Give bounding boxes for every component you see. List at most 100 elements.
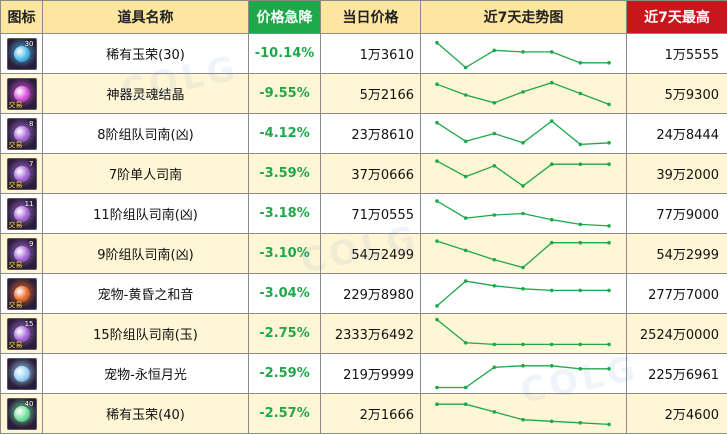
item-7day-high: 277万7000	[626, 273, 727, 314]
item-price-drop: -9.55%	[248, 73, 321, 114]
trend-sparkline	[435, 239, 611, 270]
compass-icon: 15 交易	[6, 317, 37, 350]
trend-point	[435, 199, 439, 203]
trend-sparkline	[435, 159, 611, 188]
item-price-drop: -2.57%	[248, 393, 321, 434]
trend-point	[549, 342, 554, 347]
item-icon-cell: 40	[0, 393, 43, 434]
item-7day-high: 54万2999	[626, 233, 727, 274]
item-name[interactable]: 11阶组队司南(凶)	[42, 193, 249, 234]
trend-point	[435, 82, 439, 86]
trend-sparkline	[435, 402, 611, 427]
trend-point	[549, 50, 554, 54]
trend-point	[435, 120, 439, 125]
trend-point	[578, 142, 583, 147]
compass-icon: 11 交易	[6, 197, 37, 230]
trend-point	[521, 417, 525, 422]
header-icon: 图标	[0, 0, 43, 34]
tradeable-badge: 交易	[8, 100, 23, 109]
trend-point	[463, 139, 468, 144]
item-today-price: 219万9999	[320, 353, 421, 394]
trend-point	[549, 288, 554, 293]
item-today-price: 23万8610	[320, 113, 421, 154]
table-row[interactable]: 40 稀有玉荣(40) -2.57% 2万1666 2万4600	[0, 393, 727, 434]
item-name[interactable]: 8阶组队司南(凶)	[42, 113, 249, 154]
table-row[interactable]: 30 稀有玉荣(30) -10.14% 1万3610 1万5555	[0, 33, 727, 74]
trend-point	[492, 213, 497, 217]
pet-moonlight-icon	[6, 357, 37, 390]
item-today-price: 1万3610	[320, 33, 421, 74]
table-row[interactable]: 11 交易 11阶组队司南(凶) -3.18% 71万0555 77万9000	[0, 193, 727, 234]
trend-point	[549, 419, 554, 424]
tradeable-badge: 交易	[8, 340, 23, 349]
trend-sparkline	[435, 119, 611, 147]
item-name[interactable]: 7阶单人司南	[42, 153, 249, 194]
item-level-badge: 40	[24, 399, 34, 408]
item-price-drop: -2.59%	[248, 353, 321, 394]
header-drop[interactable]: 价格急降	[248, 0, 321, 34]
table-body: 30 稀有玉荣(30) -10.14% 1万3610 1万5555 交易 神器灵魂结晶 -9.…	[0, 33, 727, 434]
trend-point	[492, 342, 497, 347]
item-level-badge: 30	[24, 39, 34, 48]
trend-point	[492, 365, 497, 370]
trend-sparkline	[435, 364, 611, 390]
item-7day-high: 24万8444	[626, 113, 727, 154]
item-level-badge: 7	[29, 159, 34, 168]
item-7day-high: 5万9300	[626, 73, 727, 114]
item-icon-cell: 30	[0, 33, 43, 74]
header-price[interactable]: 当日价格	[320, 0, 421, 34]
trend-point	[463, 341, 468, 345]
item-7day-high: 2524万0000	[626, 313, 727, 354]
item-price-drop: -2.75%	[248, 313, 321, 354]
table-row[interactable]: 8 交易 8阶组队司南(凶) -4.12% 23万8610 24万8444	[0, 113, 727, 154]
trend-point	[578, 288, 583, 293]
trend-sparkline	[435, 279, 611, 308]
table-row[interactable]: 7 交易 7阶单人司南 -3.59% 37万0666 39万2000	[0, 153, 727, 194]
table-row[interactable]: 交易 宠物-黄昏之和音 -3.04% 229万8980 277万7000	[0, 273, 727, 314]
item-name[interactable]: 神器灵魂结晶	[42, 73, 249, 114]
trend-point	[463, 65, 468, 70]
item-gem-shape	[13, 45, 30, 62]
trend-point	[549, 80, 554, 85]
trend-point	[607, 342, 611, 347]
trend-point	[607, 240, 611, 245]
item-name[interactable]: 稀有玉荣(30)	[42, 33, 249, 74]
trend-point	[578, 421, 583, 425]
item-7day-high: 225万6961	[626, 353, 727, 394]
trend-point	[521, 342, 525, 347]
item-today-price: 229万8980	[320, 273, 421, 314]
trend-line	[436, 42, 609, 69]
tradeable-badge: 交易	[8, 140, 23, 149]
item-trend-cell	[420, 273, 627, 314]
table-row[interactable]: 宠物-永恒月光 -2.59% 219万9999 225万6961	[0, 353, 727, 394]
item-icon-cell: 交易	[0, 273, 43, 314]
table-row[interactable]: 交易 神器灵魂结晶 -9.55% 5万2166 5万9300	[0, 73, 727, 114]
trend-point	[521, 90, 525, 94]
trend-point	[492, 257, 497, 262]
trend-sparkline	[435, 80, 611, 107]
header-high[interactable]: 近7天最高	[626, 0, 727, 34]
item-name[interactable]: 15阶组队司南(玉)	[42, 313, 249, 354]
item-icon-cell: 7 交易	[0, 153, 43, 194]
trend-point	[492, 48, 497, 53]
item-trend-cell	[420, 193, 627, 234]
trend-line	[436, 319, 609, 346]
item-name[interactable]: 宠物-黄昏之和音	[42, 273, 249, 314]
trend-point	[549, 162, 554, 166]
item-name[interactable]: 9阶组队司南(凶)	[42, 233, 249, 274]
trend-point	[435, 159, 439, 163]
header-name[interactable]: 道具名称	[42, 0, 249, 34]
table-row[interactable]: 15 交易 15阶组队司南(玉) -2.75% 2333万6492 2524万0000	[0, 313, 727, 354]
item-trend-cell	[420, 233, 627, 274]
table-row[interactable]: 9 交易 9阶组队司南(凶) -3.10% 54万2499 54万2999	[0, 233, 727, 274]
item-icon-cell: 交易	[0, 73, 43, 114]
item-name[interactable]: 宠物-永恒月光	[42, 353, 249, 394]
trend-point	[578, 367, 583, 371]
trend-sparkline	[435, 317, 611, 347]
item-trend-cell	[420, 33, 627, 74]
tradeable-badge: 交易	[8, 260, 23, 269]
item-name[interactable]: 稀有玉荣(40)	[42, 393, 249, 434]
item-trend-cell	[420, 313, 627, 354]
item-price-drop: -3.10%	[248, 233, 321, 274]
